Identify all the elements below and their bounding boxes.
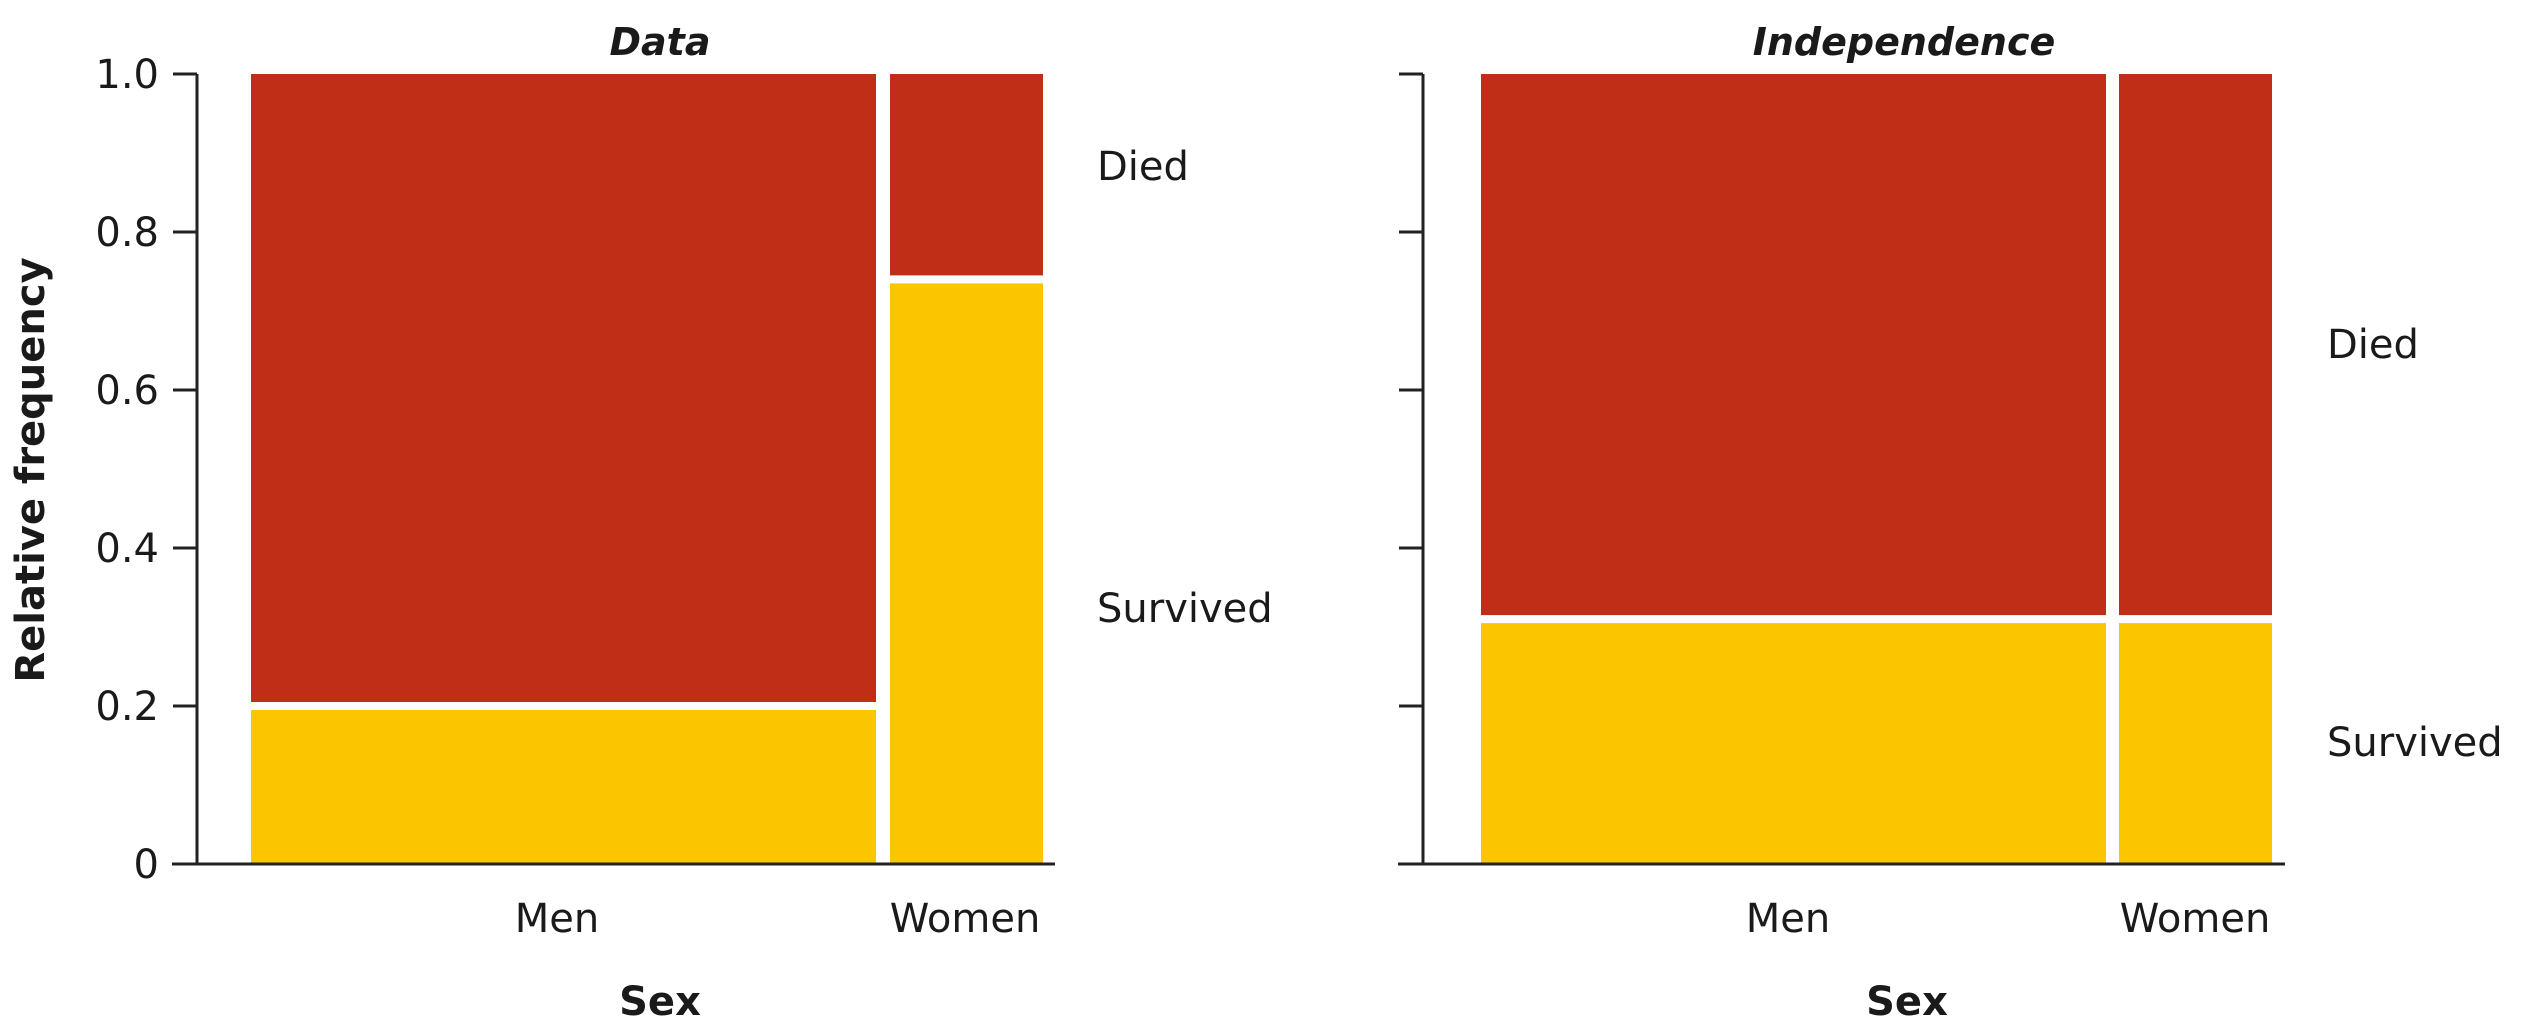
bar-men-died <box>251 74 876 702</box>
y-tick-label: 0.6 <box>95 368 159 414</box>
segment-label-died: Died <box>2327 322 2419 368</box>
y-tick-label: 0.4 <box>95 526 159 572</box>
bar-men-survived <box>1481 623 2106 864</box>
segment-label-survived: Survived <box>2327 720 2503 766</box>
x-axis-label: Sex <box>619 979 701 1025</box>
bar-men-survived <box>251 710 876 864</box>
panel-title: Independence <box>1753 20 2056 64</box>
y-tick-label: 0.8 <box>95 210 159 256</box>
y-axis-label: Relative frequency <box>8 257 54 682</box>
bar-men-died <box>1481 74 2106 616</box>
panel-title: Data <box>610 20 711 64</box>
panel-data: Data Relative frequency 0 0.2 0.4 0.6 0.8 1.0… <box>8 20 1273 1025</box>
segment-label-died: Died <box>1097 144 1189 190</box>
y-tick-label: 0.2 <box>95 684 159 730</box>
segment-label-survived: Survived <box>1097 586 1273 632</box>
panel-independence: Independence Men Women Sex Died Survived <box>1398 20 2503 1025</box>
category-label-women: Women <box>890 896 1041 942</box>
y-tick-label: 1.0 <box>95 52 159 98</box>
bar-women-survived <box>2119 623 2272 864</box>
bar-women-died <box>2119 74 2272 616</box>
category-label-men: Men <box>1746 896 1830 942</box>
x-axis-label: Sex <box>1866 979 1948 1025</box>
bar-women-died <box>890 74 1043 276</box>
category-label-men: Men <box>515 896 599 942</box>
bar-women-survived <box>890 283 1043 864</box>
y-tick-label: 0 <box>134 842 159 888</box>
category-label-women: Women <box>2120 896 2271 942</box>
